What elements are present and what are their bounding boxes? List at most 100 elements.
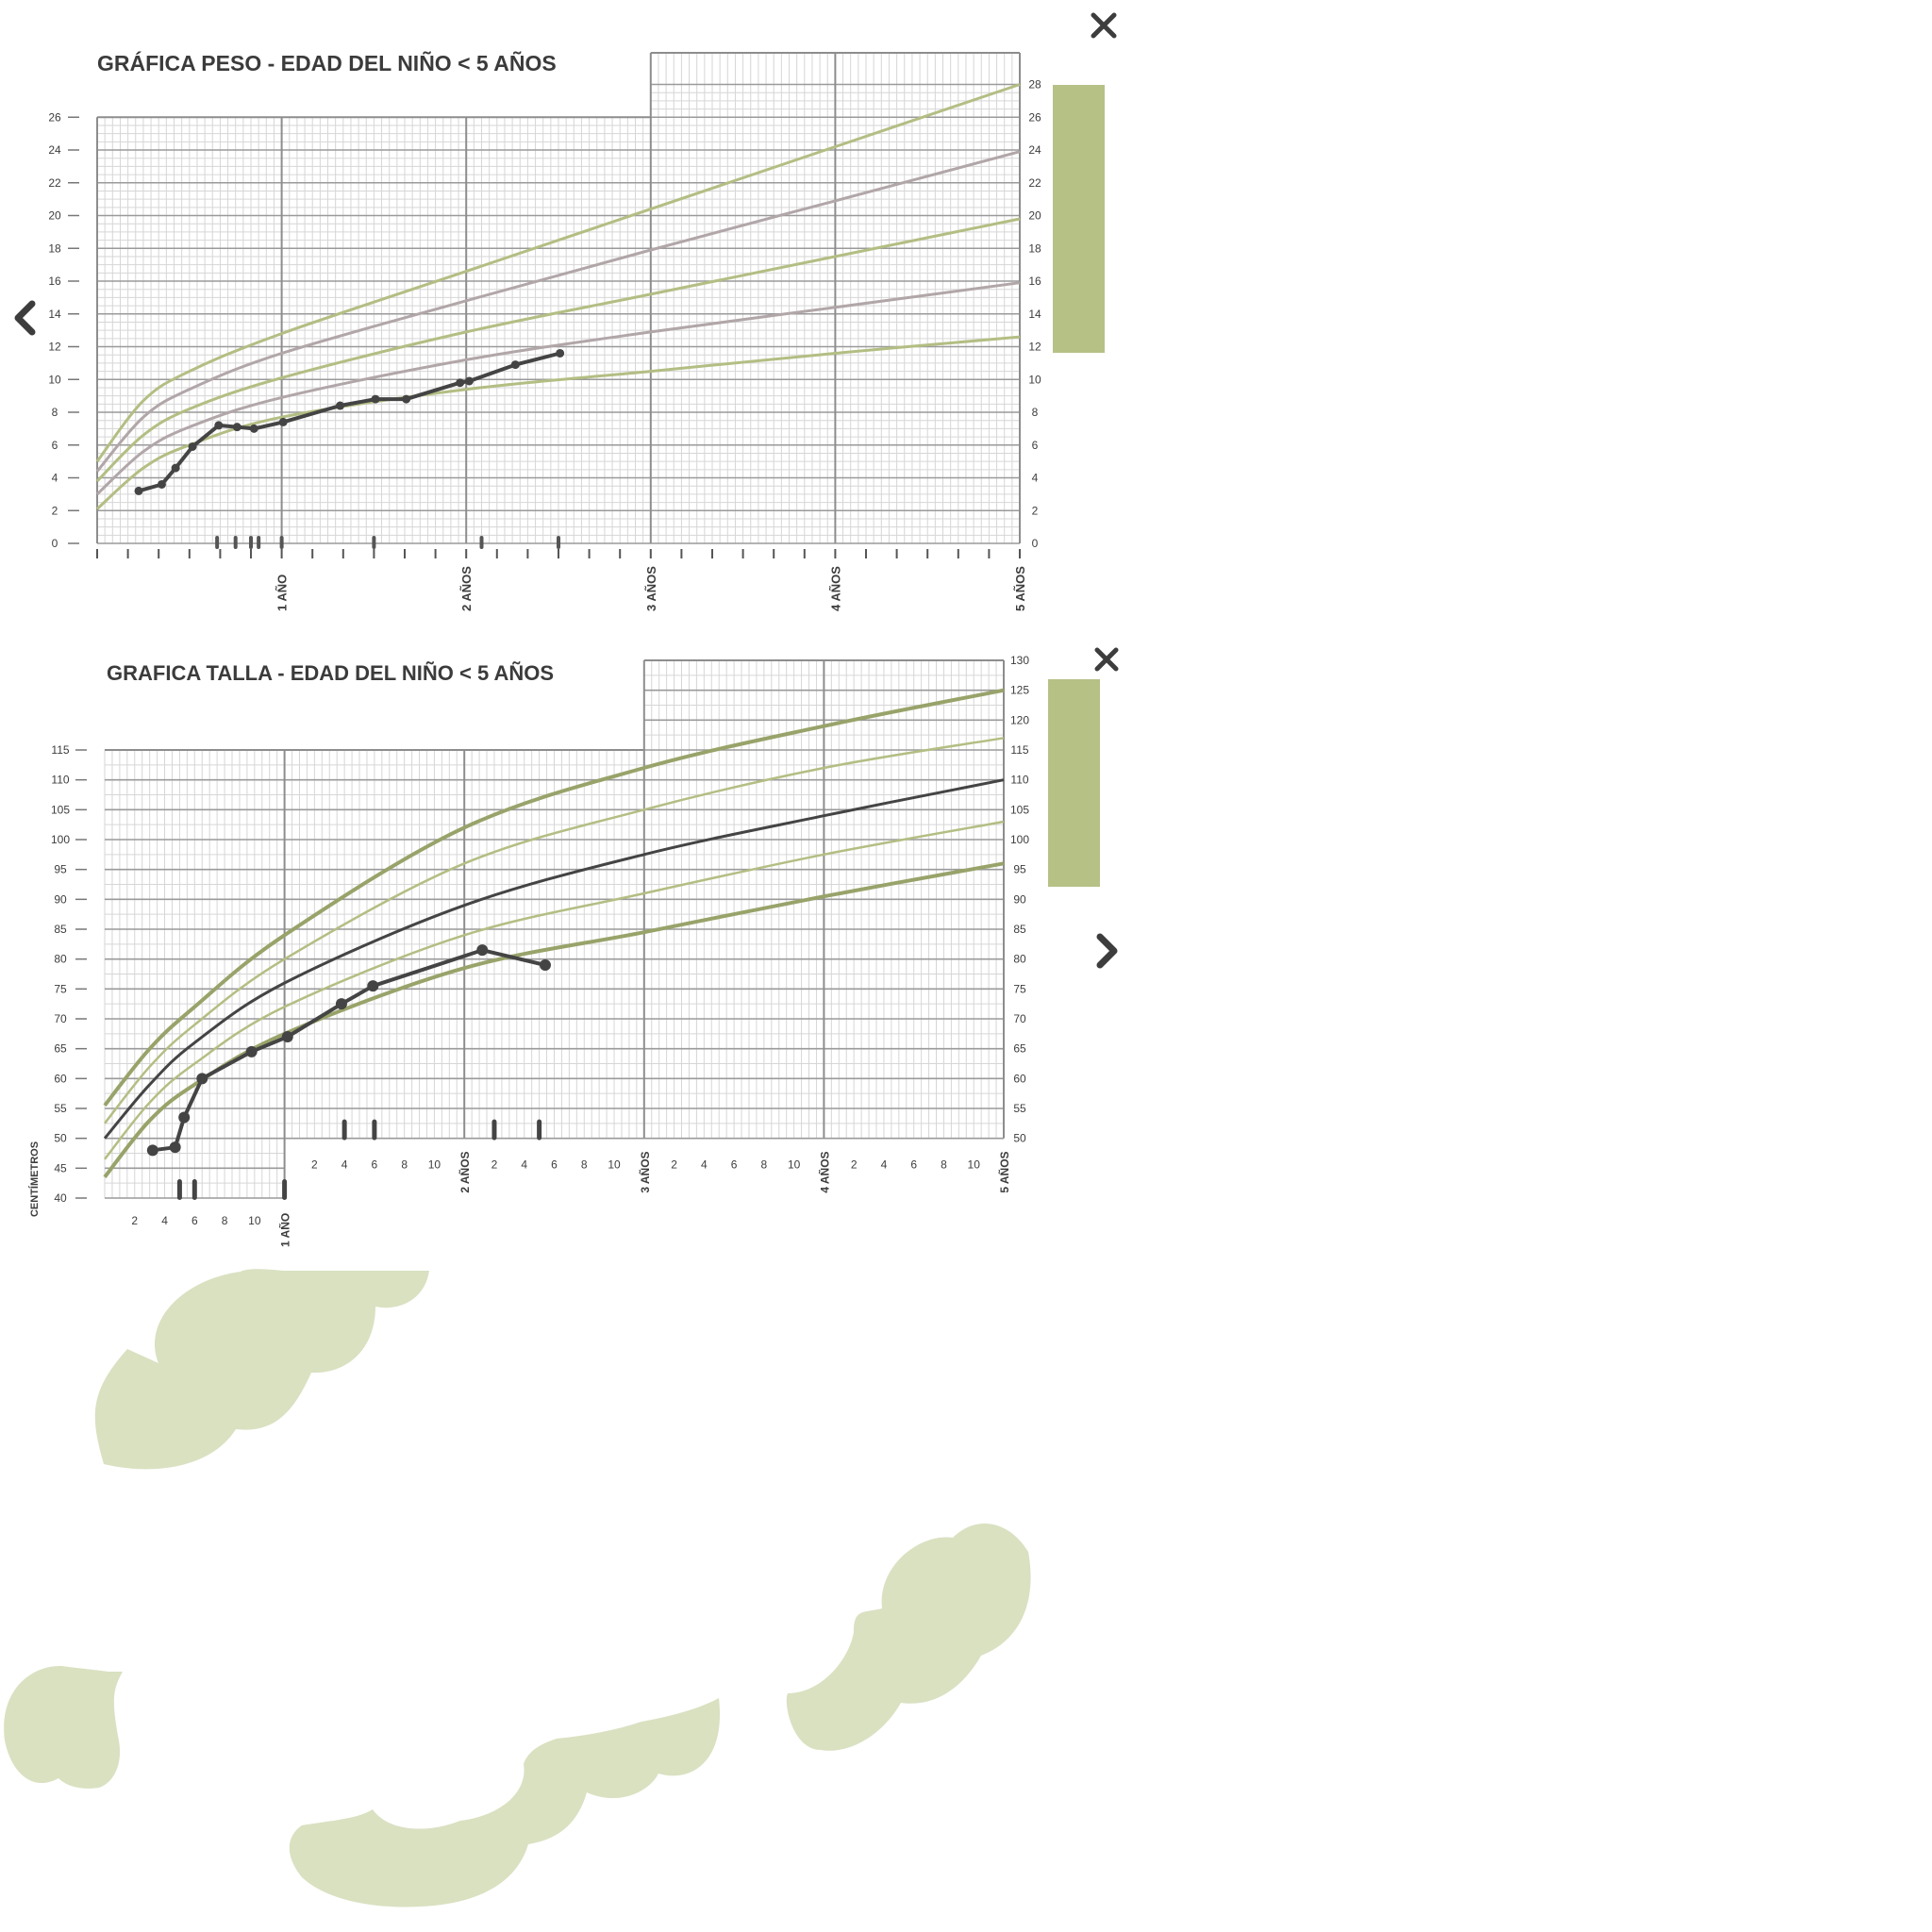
reference-curve [103, 778, 1005, 1140]
height-y-axis-label: CENTÍMETROS [28, 1141, 41, 1217]
decorative-blob [94, 1269, 429, 1470]
close-button-top[interactable] [1091, 12, 1117, 39]
y-tick-label: 95 [1013, 863, 1026, 876]
age-mark [249, 536, 253, 549]
decorative-blob [289, 1698, 721, 1907]
y-tick-label: 22 [48, 176, 61, 190]
x-month-label: 2 [851, 1158, 858, 1172]
data-point [476, 944, 489, 957]
x-month-label: 4 [881, 1158, 888, 1172]
x-month-label: 8 [222, 1214, 228, 1227]
y-tick-label: 105 [51, 803, 70, 816]
x-year-label: 4 AÑOS [817, 1151, 831, 1192]
x-month-label: 10 [428, 1158, 441, 1172]
data-point [171, 463, 180, 473]
data-point [188, 441, 197, 451]
chevron-left-icon [14, 300, 36, 336]
data-point [169, 1141, 181, 1154]
y-tick-label: 80 [1013, 953, 1026, 966]
x-month-label: 6 [731, 1158, 738, 1172]
y-tick-label: 100 [51, 833, 70, 846]
height-y-ticks-left: 40 45 50 55 60 65 70 75 80 85 90 95 100 105 110 115 [51, 743, 87, 1205]
y-tick-label: 85 [1013, 923, 1026, 936]
data-point [278, 417, 288, 426]
y-tick-label: 0 [52, 537, 58, 550]
y-tick-label: 28 [1028, 78, 1041, 92]
weight-x-labels: 1 AÑO 2 AÑOS 3 AÑOS 4 AÑOS 5 AÑOS [275, 566, 1027, 611]
x-month-label: 6 [372, 1158, 378, 1172]
y-tick-label: 90 [54, 892, 67, 906]
age-mark [479, 536, 484, 549]
data-point [196, 1073, 208, 1085]
x-month-label: 8 [761, 1158, 768, 1172]
y-tick-label: 6 [52, 439, 58, 452]
x-month-label: 6 [551, 1158, 558, 1172]
reference-curve [95, 150, 1021, 473]
y-tick-label: 0 [1032, 537, 1039, 550]
y-tick-label: 10 [1028, 373, 1041, 386]
y-tick-label: 24 [1028, 143, 1041, 157]
data-point [336, 401, 345, 410]
x-month-label: 6 [192, 1214, 198, 1227]
y-tick-label: 26 [1028, 110, 1041, 124]
x-month-label: 4 [701, 1158, 708, 1172]
close-icon [1094, 647, 1119, 672]
x-month-label: 8 [941, 1158, 947, 1172]
data-point [456, 378, 465, 388]
y-tick-label: 10 [48, 373, 61, 386]
x-month-label: 8 [581, 1158, 588, 1172]
y-tick-label: 80 [54, 953, 67, 966]
height-grid [104, 659, 1005, 1199]
y-tick-label: 16 [48, 275, 61, 288]
age-mark [233, 536, 238, 549]
data-point [146, 1144, 158, 1157]
y-tick-label: 95 [54, 863, 67, 876]
age-mark [279, 536, 284, 549]
decorative-blob [4, 1665, 123, 1789]
next-button[interactable] [1096, 933, 1118, 969]
x-month-label: 10 [788, 1158, 801, 1172]
y-tick-label: 24 [48, 143, 61, 157]
data-point [232, 423, 242, 432]
y-tick-label: 18 [48, 242, 61, 255]
y-tick-label: 75 [54, 982, 67, 995]
y-tick-label: 50 [54, 1132, 67, 1145]
y-tick-label: 90 [1013, 892, 1026, 906]
data-point [402, 394, 411, 404]
y-tick-label: 14 [48, 308, 61, 321]
data-point [134, 486, 143, 495]
data-point [539, 959, 551, 971]
y-tick-label: 8 [52, 406, 58, 419]
close-button-bottom[interactable] [1094, 647, 1119, 672]
y-tick-label: 105 [1010, 803, 1029, 816]
y-tick-label: 4 [52, 472, 58, 485]
y-tick-label: 26 [48, 110, 61, 124]
data-point [510, 360, 520, 370]
x-month-label: 8 [401, 1158, 408, 1172]
y-tick-label: 65 [54, 1042, 67, 1056]
x-month-label: 4 [521, 1158, 527, 1172]
x-year-label: 1 AÑO [278, 1213, 292, 1247]
data-point [556, 348, 565, 358]
y-tick-label: 75 [1013, 982, 1026, 995]
y-tick-label: 60 [1013, 1072, 1026, 1085]
y-tick-label: 16 [1028, 275, 1041, 288]
y-tick-label: 20 [48, 209, 61, 223]
x-year-label: 5 AÑOS [1013, 566, 1027, 611]
age-mark [215, 536, 220, 549]
x-month-label: 4 [161, 1214, 168, 1227]
y-tick-label: 2 [1032, 504, 1039, 517]
y-tick-label: 70 [54, 1012, 67, 1025]
data-point [157, 479, 166, 489]
height-y-ticks-right: 50 55 60 65 70 75 80 85 90 95 100 105 110 115 120 125 13… [1010, 654, 1029, 1145]
height-legend-panel [1048, 679, 1100, 887]
x-month-label: 2 [131, 1214, 138, 1227]
reference-curve [95, 217, 1021, 483]
y-tick-label: 100 [1010, 833, 1029, 846]
y-tick-label: 4 [1032, 472, 1039, 485]
prev-button[interactable] [14, 300, 36, 336]
data-point [245, 1045, 258, 1058]
x-month-label: 6 [910, 1158, 917, 1172]
